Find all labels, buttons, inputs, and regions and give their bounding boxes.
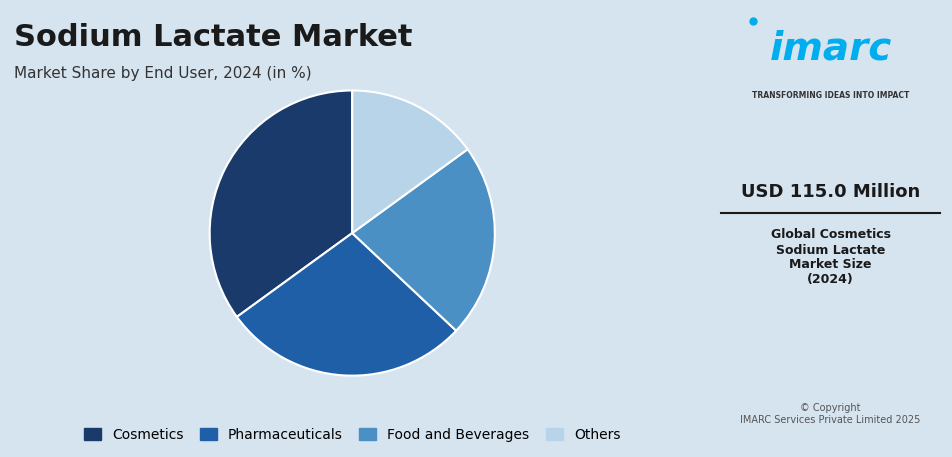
Wedge shape <box>352 90 467 233</box>
Text: USD 115.0 Million: USD 115.0 Million <box>741 183 921 201</box>
Text: Market Share by End User, 2024 (in %): Market Share by End User, 2024 (in %) <box>14 66 311 81</box>
Text: Global Cosmetics
Sodium Lactate
Market Size
(2024): Global Cosmetics Sodium Lactate Market S… <box>770 228 891 287</box>
Text: Sodium Lactate Market: Sodium Lactate Market <box>14 23 412 52</box>
Wedge shape <box>352 149 495 331</box>
Text: © Copyright
IMARC Services Private Limited 2025: © Copyright IMARC Services Private Limit… <box>741 404 921 425</box>
Text: TRANSFORMING IDEAS INTO IMPACT: TRANSFORMING IDEAS INTO IMPACT <box>752 91 909 101</box>
Legend: Cosmetics, Pharmaceuticals, Food and Beverages, Others: Cosmetics, Pharmaceuticals, Food and Bev… <box>79 422 625 447</box>
Wedge shape <box>237 233 456 376</box>
Text: imarc: imarc <box>769 30 892 68</box>
Wedge shape <box>209 90 352 317</box>
